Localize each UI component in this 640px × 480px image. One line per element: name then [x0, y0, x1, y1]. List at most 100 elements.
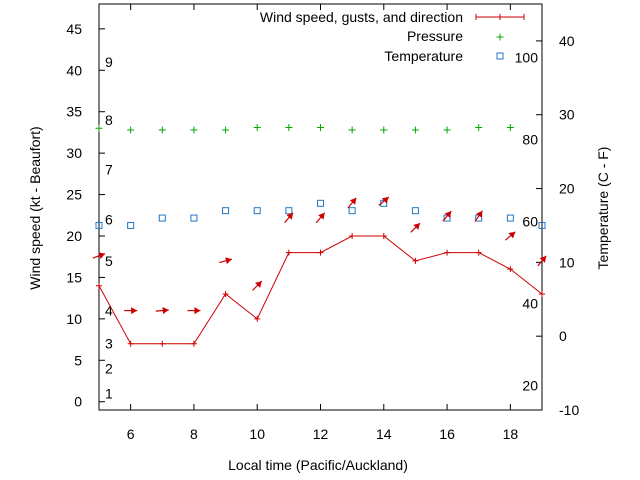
wind-arrow-head: [98, 252, 106, 260]
pressure-point: [222, 126, 230, 134]
wind-arrow-head: [476, 210, 483, 218]
wind-speed-point: [96, 282, 102, 289]
wind-speed-point: [349, 233, 356, 239]
legend-label-pressure: Pressure: [407, 28, 463, 44]
wind-direction-arrow: [155, 307, 169, 315]
temperature-point: [411, 207, 419, 215]
pressure-point: [253, 123, 261, 131]
wind-arrow-head: [444, 211, 452, 218]
plot-frame: [98, 3, 543, 411]
y-right-tick-label: 0: [559, 328, 567, 344]
temperature-point: [253, 207, 261, 215]
fahrenheit-label: 40: [522, 295, 538, 311]
pressure-point: [506, 123, 514, 131]
x-axis-title: Local time (Pacific/Auckland): [228, 457, 408, 473]
series-group: [92, 123, 547, 347]
axis-ticks-group: 6 8 10 12 14 16 18051015202530354045-100102030…: [66, 4, 579, 442]
wind-arrow-head: [539, 255, 547, 263]
x-tick-label: 10: [249, 426, 265, 442]
wind-direction-arrow: [378, 196, 390, 206]
y-axis-right-title: Temperature (C - F): [595, 147, 611, 270]
wind-arrow-head: [131, 307, 138, 315]
legend: [475, 14, 525, 60]
beaufort-label: 1: [105, 385, 113, 401]
wind-direction-arrow: [410, 222, 421, 233]
pressure-point: [475, 123, 483, 131]
legend-sample-pressure: [496, 33, 504, 41]
pressure-point: [95, 124, 103, 132]
wind-arrow-head: [162, 307, 169, 315]
fahrenheit-label: 60: [522, 213, 538, 229]
wind-speed-point: [285, 249, 292, 256]
y-left-tick-label: 25: [66, 187, 82, 203]
wind-arrow-head: [413, 223, 421, 230]
wind-speed-point: [222, 291, 229, 297]
pressure-point: [443, 126, 451, 134]
wind-direction-arrow: [537, 255, 547, 267]
y-left-tick-label: 15: [66, 269, 82, 285]
y-left-tick-label: 0: [74, 394, 82, 410]
beaufort-label: 4: [105, 303, 113, 319]
y-right-tick-label: 40: [559, 33, 575, 49]
beaufort-label: 2: [105, 361, 113, 377]
wind-direction-arrow: [504, 231, 516, 241]
temperature-point: [127, 221, 135, 229]
pressure-point: [317, 123, 324, 131]
x-tick-label: 8: [190, 426, 198, 442]
x-tick-label: 12: [313, 426, 329, 442]
pressure-point: [380, 126, 388, 134]
wind-direction-arrow: [124, 307, 138, 315]
pressure-point: [285, 123, 293, 131]
y-right-tick-label: -10: [559, 402, 579, 418]
y-right-tick-label: 20: [559, 181, 575, 197]
temperature-point: [538, 221, 546, 229]
wind-arrow-head: [508, 231, 516, 239]
wind-direction-arrow: [347, 197, 357, 209]
beaufort-label: 3: [105, 336, 113, 352]
wind-direction-arrow: [252, 280, 263, 291]
wind-speed-point: [444, 249, 451, 256]
fahrenheit-label: 80: [522, 131, 538, 147]
temperature-point: [222, 207, 230, 215]
wind-direction-arrow: [187, 307, 201, 315]
pressure-point: [127, 126, 135, 134]
temperature-point: [317, 199, 324, 207]
wind-speed-point: [507, 266, 514, 273]
wind-arrow-head: [225, 257, 232, 265]
legend-label-wind: Wind speed, gusts, and direction: [260, 9, 463, 25]
x-tick-label: 16: [439, 426, 455, 442]
beaufort-label: 7: [105, 162, 113, 178]
wind-arrow-head: [194, 307, 201, 315]
pressure-point: [348, 126, 356, 134]
beaufort-label: 8: [105, 112, 113, 128]
wind-arrow-head: [286, 212, 294, 220]
y-axis-left-title: Wind speed (kt - Beaufort): [27, 126, 43, 289]
x-tick-label: 6: [127, 426, 135, 442]
y-left-tick-label: 30: [66, 145, 82, 161]
wind-direction-arrow: [92, 252, 106, 260]
legend-label-temperature: Temperature: [384, 48, 463, 64]
wind-direction-arrow: [219, 257, 233, 265]
y-left-tick-label: 10: [66, 311, 82, 327]
beaufort-label: 9: [105, 54, 113, 70]
wind-speed-point: [539, 291, 545, 297]
wind-direction-arrow: [474, 210, 483, 222]
temperature-point: [285, 207, 293, 215]
x-tick-label: 18: [503, 426, 519, 442]
wind-direction-arrow: [284, 212, 294, 224]
wind-speed-point: [412, 257, 419, 264]
temperature-point: [190, 214, 198, 222]
pressure-point: [411, 126, 419, 134]
y-left-tick-label: 5: [74, 352, 82, 368]
beaufort-label: 6: [105, 211, 113, 227]
fahrenheit-label: 20: [522, 377, 538, 393]
y-left-tick-label: 35: [66, 104, 82, 120]
fahrenheit-label: 100: [515, 49, 539, 65]
temperature-point: [348, 207, 356, 215]
wind-arrow-head: [381, 197, 389, 204]
temperature-point: [158, 214, 166, 222]
wind-direction-arrow: [442, 210, 452, 222]
wind-speed-point: [317, 249, 324, 256]
